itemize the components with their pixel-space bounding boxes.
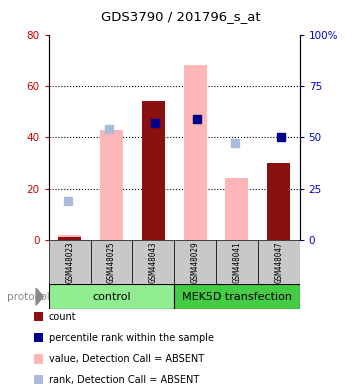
Bar: [34, 375, 43, 384]
Text: control: control: [92, 291, 131, 302]
Bar: [174, 284, 300, 309]
Bar: [225, 178, 248, 240]
Bar: [91, 240, 132, 284]
Bar: [34, 333, 43, 343]
Text: GSM448025: GSM448025: [107, 241, 116, 283]
Bar: [142, 101, 165, 240]
Bar: [267, 163, 290, 240]
Text: value, Detection Call = ABSENT: value, Detection Call = ABSENT: [49, 354, 204, 364]
Text: GDS3790 / 201796_s_at: GDS3790 / 201796_s_at: [101, 10, 260, 23]
Polygon shape: [36, 288, 43, 305]
Bar: [34, 354, 43, 364]
Text: percentile rank within the sample: percentile rank within the sample: [49, 333, 214, 343]
Text: GSM448047: GSM448047: [274, 241, 283, 283]
Text: protocol: protocol: [7, 291, 50, 302]
Text: GSM448043: GSM448043: [149, 241, 158, 283]
Bar: [58, 235, 81, 240]
Bar: [216, 240, 258, 284]
Bar: [34, 311, 43, 321]
Bar: [58, 237, 81, 240]
Bar: [184, 65, 206, 240]
Bar: [100, 129, 123, 240]
Text: count: count: [49, 312, 77, 322]
Text: rank, Detection Call = ABSENT: rank, Detection Call = ABSENT: [49, 375, 199, 384]
Text: GSM448041: GSM448041: [232, 241, 242, 283]
Text: GSM448023: GSM448023: [65, 241, 74, 283]
Text: MEK5D transfection: MEK5D transfection: [182, 291, 292, 302]
Text: GSM448029: GSM448029: [191, 241, 200, 283]
Bar: [49, 240, 91, 284]
Bar: [132, 240, 174, 284]
Bar: [49, 284, 174, 309]
Bar: [258, 240, 300, 284]
Bar: [174, 240, 216, 284]
